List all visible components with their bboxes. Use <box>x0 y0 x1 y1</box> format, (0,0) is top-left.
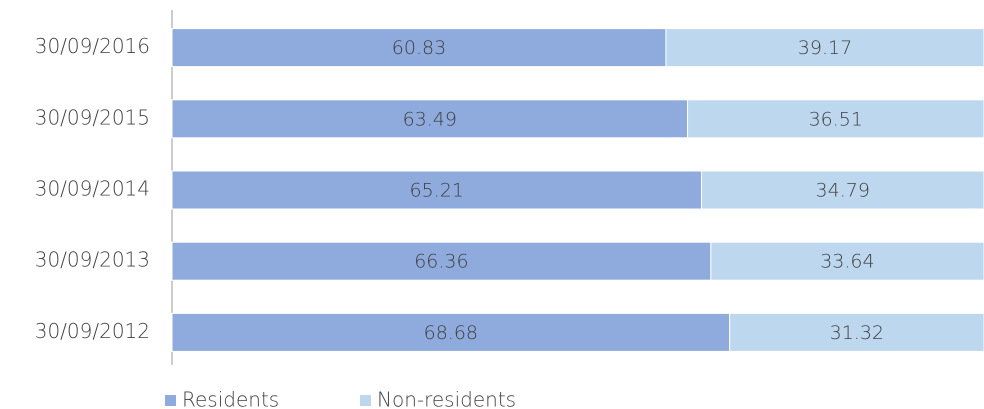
bar-segment <box>171 312 731 352</box>
data-label: 39.17 <box>798 37 852 59</box>
bar-segment <box>729 312 984 352</box>
bar-segment <box>171 241 712 281</box>
legend-swatch <box>360 395 371 406</box>
data-label: 63.49 <box>403 108 457 130</box>
bar-segment <box>701 170 984 210</box>
bar-segment <box>171 170 703 210</box>
bar-segment <box>171 99 689 139</box>
data-label: 36.51 <box>809 108 863 130</box>
y-tick-label: 30/09/2014 <box>35 177 150 201</box>
data-label: 31.32 <box>830 322 884 344</box>
y-tick-label: 30/09/2016 <box>35 34 150 58</box>
data-label: 33.64 <box>820 251 874 273</box>
data-label: 34.79 <box>816 180 870 202</box>
legend-swatch <box>165 395 176 406</box>
data-label: 65.21 <box>410 180 464 202</box>
y-tick-label: 30/09/2012 <box>35 319 150 343</box>
data-label: 66.36 <box>414 251 468 273</box>
legend-label: Residents <box>182 388 279 409</box>
y-tick-label: 30/09/2015 <box>35 105 150 129</box>
legend-label: Non-residents <box>377 388 516 409</box>
data-label: 60.83 <box>392 37 446 59</box>
y-tick-label: 30/09/2013 <box>35 248 150 272</box>
bar-segment <box>665 28 984 68</box>
data-label: 68.68 <box>424 322 478 344</box>
bar-segment <box>710 241 984 281</box>
bar-segment <box>687 99 984 139</box>
